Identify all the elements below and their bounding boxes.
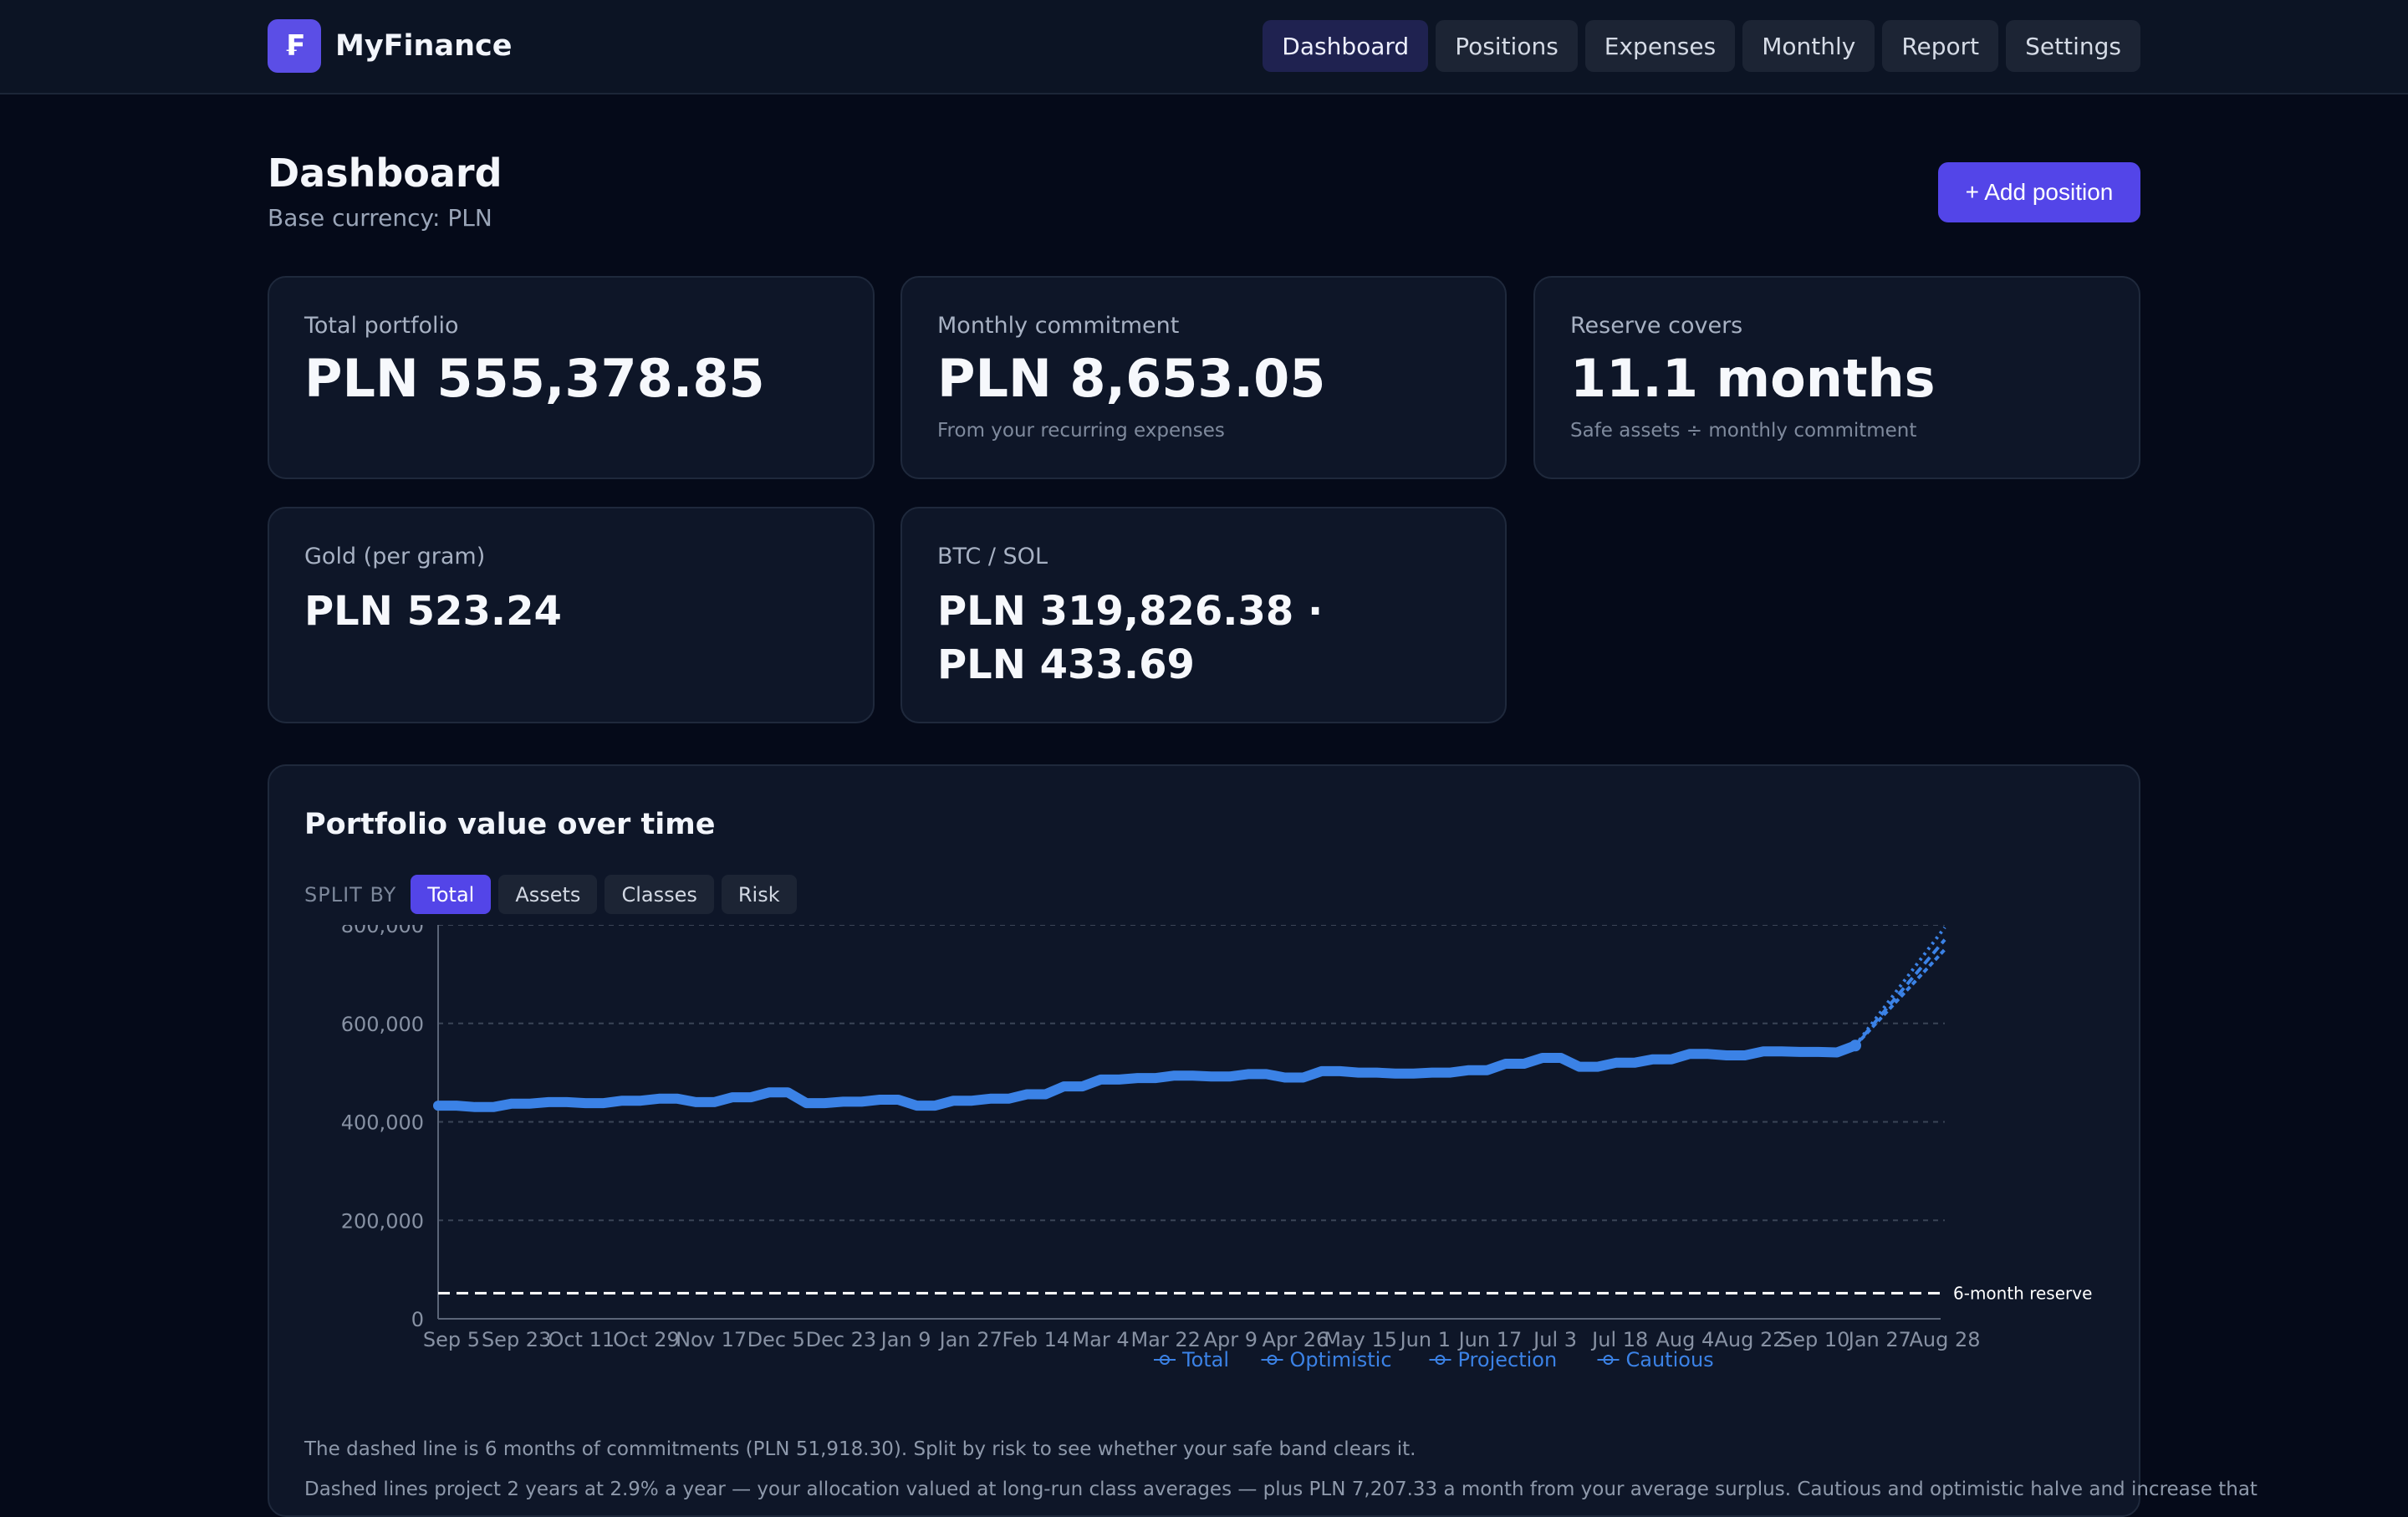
- portfolio-line-chart: 0 200,000 400,000 600,000 800,000 Sep 5 Sep 23…: [341, 925, 2092, 1371]
- nav-tab-report[interactable]: Report: [1882, 20, 1999, 72]
- legend-item-projection: Projection: [1458, 1348, 1558, 1371]
- card-label: BTC / SOL: [937, 544, 1048, 570]
- card-value: PLN 523.24: [304, 588, 562, 635]
- y-tick-label: 200,000: [341, 1209, 424, 1233]
- legend-item-total: Total: [1181, 1348, 1229, 1371]
- brand[interactable]: ₣ MyFinance: [268, 19, 513, 73]
- x-tick-label: Nov 17: [676, 1328, 747, 1351]
- nav-tab-positions[interactable]: Positions: [1436, 20, 1578, 72]
- brand-logo-icon: ₣: [268, 19, 321, 73]
- split-option-assets[interactable]: Assets: [498, 875, 598, 914]
- x-tick-label: Oct 11: [548, 1328, 615, 1351]
- legend-marker: [1160, 1355, 1170, 1365]
- nav-tab-expenses[interactable]: Expenses: [1584, 20, 1736, 72]
- btc-sol-card: BTC / SOL PLN 319,826.38 · PLN 433.69: [900, 507, 1507, 723]
- x-tick-label: Jul 18: [1590, 1328, 1648, 1351]
- page-subtitle: Base currency: PLN: [268, 204, 492, 232]
- card-value: 11.1 months: [1570, 348, 1936, 409]
- optimistic-series-line: [1854, 926, 1946, 1047]
- card-value: PLN 8,653.05: [937, 348, 1326, 409]
- split-option-classes[interactable]: Classes: [605, 875, 714, 914]
- gold-card: Gold (per gram) PLN 523.24: [268, 507, 875, 723]
- x-tick-label: Mar 22: [1130, 1328, 1200, 1351]
- nav-tab-settings[interactable]: Settings: [2006, 20, 2140, 72]
- total-series-line: [433, 1040, 1860, 1112]
- x-tick-label: Aug 4: [1656, 1328, 1715, 1351]
- card-label: Reserve covers: [1570, 313, 1743, 339]
- split-by-label: SPLIT BY: [304, 882, 397, 907]
- card-label: Monthly commitment: [937, 313, 1180, 339]
- card-value: PLN 319,826.38 · PLN 433.69: [937, 585, 1505, 692]
- add-position-button[interactable]: + Add position: [1938, 162, 2140, 222]
- btc-value: PLN 319,826.38 ·: [937, 588, 1324, 635]
- split-by-control: SPLIT BY Total Assets Classes Risk: [304, 875, 797, 914]
- x-tick-label: Dec 5: [747, 1328, 805, 1351]
- reserve-line-label: 6-month reserve: [1953, 1283, 2092, 1303]
- nav-tab-monthly[interactable]: Monthly: [1742, 20, 1875, 72]
- card-label: Gold (per gram): [304, 544, 486, 570]
- projection-series-line: [1854, 938, 1946, 1047]
- x-tick-label: Feb 14: [1002, 1328, 1070, 1351]
- portfolio-chart-panel: Portfolio value over time SPLIT BY Total…: [268, 764, 2258, 1517]
- y-tick-label: 600,000: [341, 1013, 424, 1036]
- x-tick-label: Aug 22: [1715, 1328, 1786, 1351]
- monthly-commitment-card: Monthly commitment PLN 8,653.05 From you…: [900, 276, 1507, 479]
- x-tick-label: Jan 9: [880, 1328, 931, 1351]
- cautious-series-line: [1854, 948, 1946, 1047]
- x-tick-label: Jun 17: [1457, 1328, 1523, 1351]
- total-portfolio-card: Total portfolio PLN 555,378.85: [268, 276, 875, 479]
- card-label: Total portfolio: [304, 313, 459, 339]
- x-tick-label: Jan 27: [938, 1328, 1002, 1351]
- x-tick-label: Jan 27: [1847, 1328, 1911, 1351]
- x-tick-label: Mar 4: [1072, 1328, 1129, 1351]
- y-tick-label: 800,000: [341, 925, 424, 937]
- y-tick-label: 0: [411, 1308, 424, 1331]
- x-tick-label: Sep 10: [1780, 1328, 1849, 1351]
- y-tick-label: 400,000: [341, 1111, 424, 1135]
- x-tick-label: Oct 29: [613, 1328, 680, 1351]
- sol-value: PLN 433.69: [937, 641, 1195, 688]
- card-note: Safe assets ÷ monthly commitment: [1570, 420, 1917, 442]
- top-bar: ₣ MyFinance Dashboard Positions Expenses Mo…: [0, 0, 2408, 94]
- chart-footnote-projection: Dashed lines project 2 years at 2.9% a y…: [304, 1479, 2258, 1500]
- card-value: PLN 555,378.85: [304, 348, 765, 409]
- split-option-total[interactable]: Total: [411, 875, 492, 914]
- legend-marker: [1603, 1355, 1614, 1365]
- main-nav: Dashboard Positions Expenses Monthly Report S…: [1263, 20, 2140, 72]
- x-tick-label: Apr 9: [1204, 1328, 1258, 1351]
- legend-item-cautious: Cautious: [1626, 1348, 1714, 1371]
- x-tick-label: May 15: [1324, 1328, 1397, 1351]
- x-tick-label: Jul 3: [1532, 1328, 1577, 1351]
- page-title: Dashboard: [268, 151, 503, 196]
- nav-tab-dashboard[interactable]: Dashboard: [1263, 20, 1429, 72]
- x-tick-label: Apr 26: [1263, 1328, 1329, 1351]
- chart-footnote-reserve: The dashed line is 6 months of commitmen…: [304, 1438, 1416, 1460]
- brand-name: MyFinance: [335, 29, 513, 63]
- x-tick-label: Sep 5: [423, 1328, 480, 1351]
- legend-marker: [1435, 1355, 1446, 1365]
- card-note: From your recurring expenses: [937, 420, 1225, 442]
- x-tick-label: Jun 1: [1399, 1328, 1451, 1351]
- chart-title: Portfolio value over time: [304, 808, 716, 841]
- split-option-risk[interactable]: Risk: [721, 875, 797, 914]
- reserve-covers-card: Reserve covers 11.1 months Safe assets ÷…: [1533, 276, 2140, 479]
- x-tick-label: Sep 23: [482, 1328, 551, 1351]
- legend-marker: [1267, 1355, 1278, 1365]
- x-tick-label: Aug 28: [1909, 1328, 1980, 1351]
- x-tick-label: Dec 23: [806, 1328, 877, 1351]
- legend-item-optimistic: Optimistic: [1290, 1348, 1392, 1371]
